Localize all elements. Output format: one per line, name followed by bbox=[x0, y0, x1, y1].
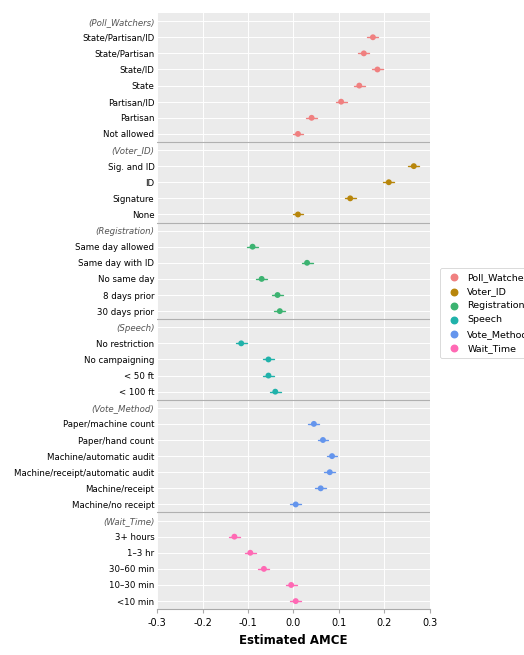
Point bbox=[355, 81, 364, 91]
Point bbox=[359, 48, 368, 58]
Point bbox=[291, 499, 300, 510]
Point bbox=[319, 435, 327, 445]
Point bbox=[287, 580, 296, 590]
Point bbox=[346, 193, 354, 204]
Point bbox=[328, 451, 336, 461]
Point bbox=[230, 531, 238, 542]
Point bbox=[276, 306, 284, 316]
Point bbox=[246, 548, 255, 558]
Point bbox=[260, 564, 268, 574]
Point bbox=[337, 96, 345, 107]
Point bbox=[257, 274, 266, 284]
Point bbox=[294, 209, 302, 219]
Point bbox=[410, 161, 418, 172]
Point bbox=[369, 32, 377, 43]
Point bbox=[264, 354, 272, 365]
Point bbox=[271, 386, 279, 397]
Point bbox=[385, 177, 393, 187]
Point bbox=[274, 290, 282, 300]
Point bbox=[237, 338, 245, 348]
Point bbox=[308, 113, 316, 123]
Point bbox=[325, 467, 334, 477]
Legend: Poll_Watchers, Voter_ID, Registration, Speech, Vote_Method, Wait_Time: Poll_Watchers, Voter_ID, Registration, S… bbox=[440, 268, 524, 358]
Point bbox=[373, 64, 381, 75]
X-axis label: Estimated AMCE: Estimated AMCE bbox=[239, 634, 348, 646]
Point bbox=[248, 242, 257, 252]
Point bbox=[310, 419, 318, 429]
Point bbox=[303, 257, 311, 268]
Point bbox=[291, 596, 300, 607]
Point bbox=[316, 483, 325, 494]
Point bbox=[264, 370, 272, 381]
Point bbox=[294, 128, 302, 139]
